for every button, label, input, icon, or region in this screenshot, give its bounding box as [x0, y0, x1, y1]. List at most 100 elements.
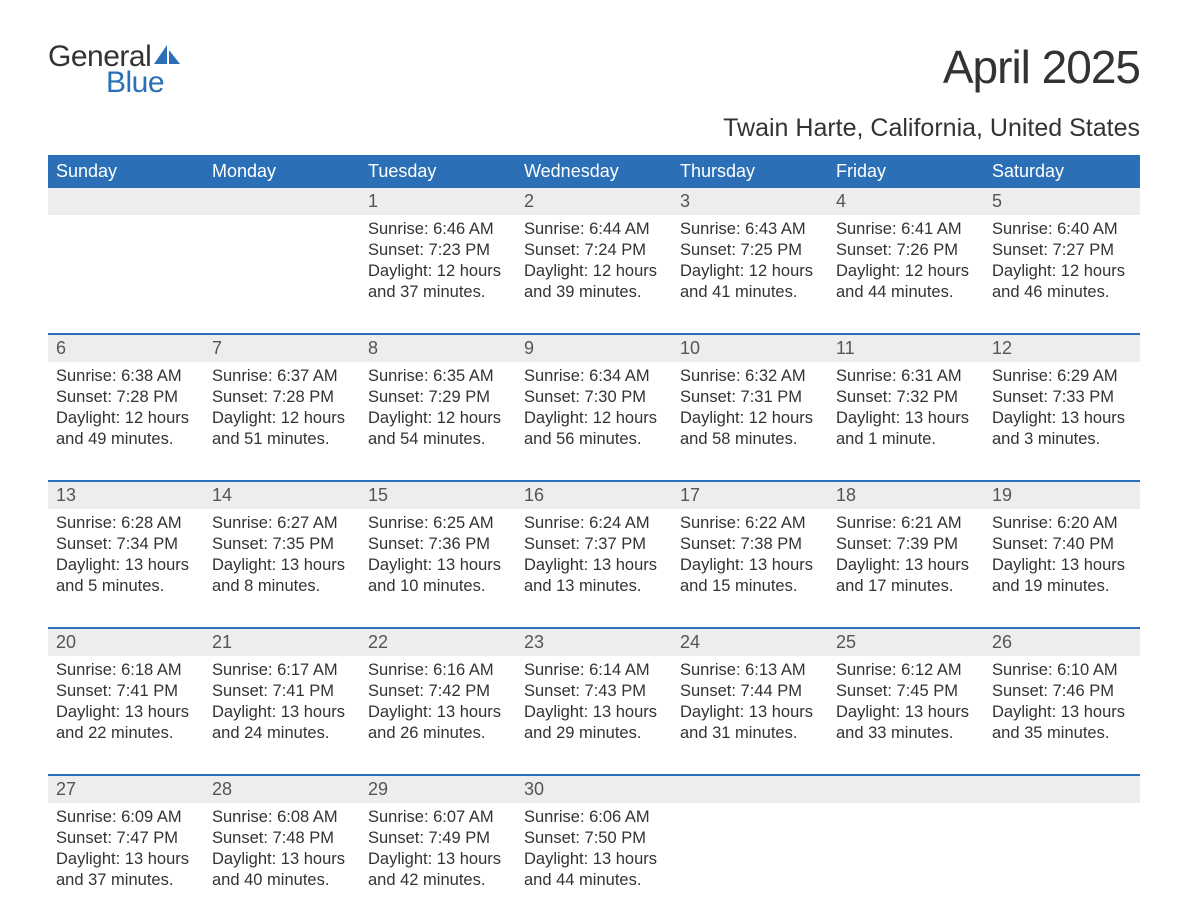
daylight-line: Daylight: 13 hours and 8 minutes. — [212, 555, 352, 597]
day-number-row: 18 — [828, 482, 984, 509]
day-cell: 25 Sunrise: 6:12 AMSunset: 7:45 PMDayligh… — [828, 629, 984, 774]
sunset-line: Sunset: 7:47 PM — [56, 828, 196, 849]
day-cell: 20 Sunrise: 6:18 AMSunset: 7:41 PMDayligh… — [48, 629, 204, 774]
sunrise-line: Sunrise: 6:24 AM — [524, 513, 664, 534]
sunrise-line: Sunrise: 6:06 AM — [524, 807, 664, 828]
daylight-line: Daylight: 12 hours and 51 minutes. — [212, 408, 352, 450]
weekday-header: Tuesday — [360, 155, 516, 188]
sunset-line: Sunset: 7:43 PM — [524, 681, 664, 702]
sunrise-line: Sunrise: 6:22 AM — [680, 513, 820, 534]
day-cell — [48, 188, 204, 333]
daylight-line: Daylight: 12 hours and 39 minutes. — [524, 261, 664, 303]
daylight-line: Daylight: 13 hours and 19 minutes. — [992, 555, 1132, 597]
day-number-row: 12 — [984, 335, 1140, 362]
day-cell: 24Sunrise: 6:13 AMSunset: 7:44 PMDayligh… — [672, 629, 828, 774]
day-number: 11 — [836, 338, 855, 358]
day-number: 28 — [212, 779, 232, 799]
sunrise-line: Sunrise: 6:43 AM — [680, 219, 820, 240]
day-info: Sunrise: 6:16 AMSunset: 7:42 PMDaylight:… — [368, 660, 508, 744]
daylight-line: Daylight: 13 hours and 44 minutes. — [524, 849, 664, 891]
daylight-line: Daylight: 13 hours and 31 minutes. — [680, 702, 820, 744]
week-row: 6 Sunrise: 6:38 AMSunset: 7:28 PMDaylight… — [48, 333, 1140, 480]
day-info: Sunrise: 6:38 AMSunset: 7:28 PMDaylight:… — [56, 366, 196, 450]
sunrise-line: Sunrise: 6:18 AM — [56, 660, 196, 681]
sunset-line: Sunset: 7:36 PM — [368, 534, 508, 555]
sunset-line: Sunset: 7:37 PM — [524, 534, 664, 555]
sunset-line: Sunset: 7:29 PM — [368, 387, 508, 408]
location-label: Twain Harte, California, United States — [48, 114, 1140, 143]
day-number-row: 13 — [48, 482, 204, 509]
day-number: 18 — [836, 485, 856, 505]
day-info: Sunrise: 6:27 AMSunset: 7:35 PMDaylight:… — [212, 513, 352, 597]
day-cell: 9Sunrise: 6:34 AMSunset: 7:30 PMDaylight… — [516, 335, 672, 480]
day-number-row: 7 — [204, 335, 360, 362]
day-cell: 11Sunrise: 6:31 AMSunset: 7:32 PMDayligh… — [828, 335, 984, 480]
day-number: 17 — [680, 485, 700, 505]
day-number: 3 — [680, 191, 690, 211]
daylight-line: Daylight: 13 hours and 17 minutes. — [836, 555, 976, 597]
day-number: 27 — [56, 779, 76, 799]
day-info: Sunrise: 6:10 AMSunset: 7:46 PMDaylight:… — [992, 660, 1132, 744]
day-number: 19 — [992, 485, 1012, 505]
week-row: 27 Sunrise: 6:09 AMSunset: 7:47 PMDayligh… — [48, 774, 1140, 921]
month-title: April 2025 — [943, 40, 1140, 94]
sunset-line: Sunset: 7:31 PM — [680, 387, 820, 408]
day-number-row: 16 — [516, 482, 672, 509]
day-number: 21 — [212, 632, 232, 652]
day-number: 25 — [836, 632, 856, 652]
day-cell — [828, 776, 984, 921]
day-cell: 23Sunrise: 6:14 AMSunset: 7:43 PMDayligh… — [516, 629, 672, 774]
day-cell: 7Sunrise: 6:37 AMSunset: 7:28 PMDaylight… — [204, 335, 360, 480]
sunset-line: Sunset: 7:50 PM — [524, 828, 664, 849]
day-cell: 27 Sunrise: 6:09 AMSunset: 7:47 PMDayligh… — [48, 776, 204, 921]
sunset-line: Sunset: 7:49 PM — [368, 828, 508, 849]
sunrise-line: Sunrise: 6:44 AM — [524, 219, 664, 240]
sunrise-line: Sunrise: 6:35 AM — [368, 366, 508, 387]
day-info: Sunrise: 6:25 AMSunset: 7:36 PMDaylight:… — [368, 513, 508, 597]
day-number-row: 30 — [516, 776, 672, 803]
sunrise-line: Sunrise: 6:17 AM — [212, 660, 352, 681]
sunset-line: Sunset: 7:46 PM — [992, 681, 1132, 702]
day-cell — [672, 776, 828, 921]
sunrise-line: Sunrise: 6:10 AM — [992, 660, 1132, 681]
daylight-line: Daylight: 13 hours and 35 minutes. — [992, 702, 1132, 744]
sunset-line: Sunset: 7:41 PM — [56, 681, 196, 702]
day-number: 6 — [56, 338, 66, 358]
day-info: Sunrise: 6:06 AMSunset: 7:50 PMDaylight:… — [524, 807, 664, 891]
daylight-line: Daylight: 13 hours and 40 minutes. — [212, 849, 352, 891]
sunset-line: Sunset: 7:39 PM — [836, 534, 976, 555]
day-number: 5 — [992, 191, 1002, 211]
day-number: 29 — [368, 779, 388, 799]
sunrise-line: Sunrise: 6:28 AM — [56, 513, 196, 534]
day-info: Sunrise: 6:12 AMSunset: 7:45 PMDaylight:… — [836, 660, 976, 744]
sunrise-line: Sunrise: 6:16 AM — [368, 660, 508, 681]
day-number-row: 22 — [360, 629, 516, 656]
day-number: 20 — [56, 632, 76, 652]
weekday-header: Friday — [828, 155, 984, 188]
day-cell: 3Sunrise: 6:43 AMSunset: 7:25 PMDaylight… — [672, 188, 828, 333]
day-number-row — [672, 776, 828, 803]
daylight-line: Daylight: 13 hours and 22 minutes. — [56, 702, 196, 744]
sunset-line: Sunset: 7:24 PM — [524, 240, 664, 261]
logo: General Blue — [48, 40, 183, 106]
day-info: Sunrise: 6:46 AMSunset: 7:23 PMDaylight:… — [368, 219, 508, 303]
day-cell: 5Sunrise: 6:40 AMSunset: 7:27 PMDaylight… — [984, 188, 1140, 333]
sunrise-line: Sunrise: 6:37 AM — [212, 366, 352, 387]
day-cell: 8Sunrise: 6:35 AMSunset: 7:29 PMDaylight… — [360, 335, 516, 480]
sunset-line: Sunset: 7:44 PM — [680, 681, 820, 702]
daylight-line: Daylight: 12 hours and 37 minutes. — [368, 261, 508, 303]
sunset-line: Sunset: 7:26 PM — [836, 240, 976, 261]
day-number-row: 5 — [984, 188, 1140, 215]
sunset-line: Sunset: 7:32 PM — [836, 387, 976, 408]
week-row: 13Sunrise: 6:28 AMSunset: 7:34 PMDayligh… — [48, 480, 1140, 627]
day-number: 4 — [836, 191, 846, 211]
day-cell: 26 Sunrise: 6:10 AMSunset: 7:46 PMDayligh… — [984, 629, 1140, 774]
day-cell: 12Sunrise: 6:29 AMSunset: 7:33 PMDayligh… — [984, 335, 1140, 480]
day-number: 26 — [992, 632, 1012, 652]
day-number-row: 14 — [204, 482, 360, 509]
day-number: 9 — [524, 338, 534, 358]
daylight-line: Daylight: 12 hours and 58 minutes. — [680, 408, 820, 450]
daylight-line: Daylight: 12 hours and 41 minutes. — [680, 261, 820, 303]
day-info: Sunrise: 6:09 AMSunset: 7:47 PMDaylight:… — [56, 807, 196, 891]
day-number-row — [204, 188, 360, 215]
